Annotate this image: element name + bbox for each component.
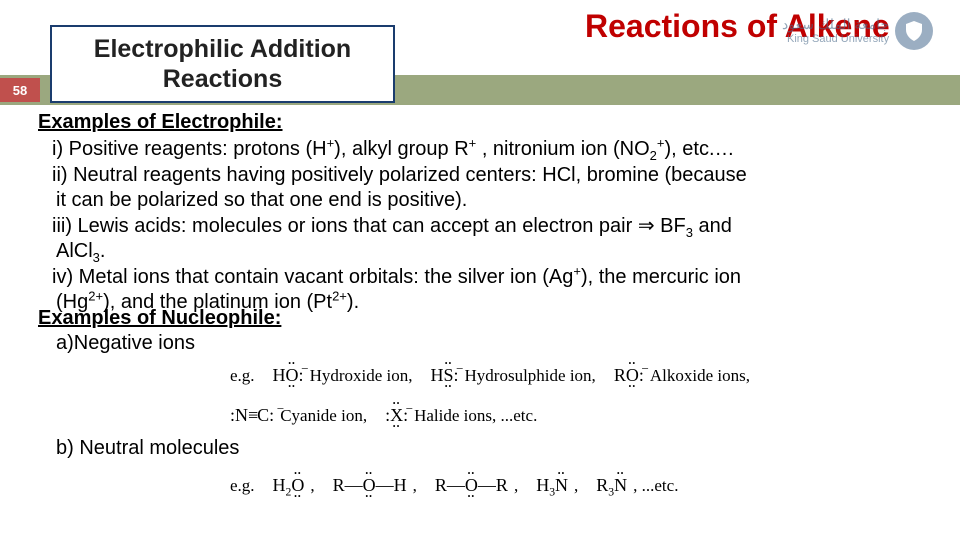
subtitle-line-1: Electrophilic Addition: [94, 34, 351, 64]
chem-row-neutral: e.g. H2O•••• , R—O••••—H , R—O••••—R , H…: [230, 475, 678, 496]
item-label: ii) Neutral reagents having positively p…: [52, 164, 537, 186]
subtitle-line-2: Reactions: [163, 64, 282, 94]
item-label: i) Positive reagents:: [52, 138, 228, 160]
electrophile-heading: Examples of Electrophile:: [38, 110, 938, 135]
item-desc: molecules or ions that can accept an ele…: [186, 215, 731, 237]
item-desc: protons (H+), alkyl group R+ , nitronium…: [228, 138, 735, 160]
item-desc: HCl, bromine (because: [537, 164, 747, 186]
list-item: ii) Neutral reagents having positively p…: [56, 163, 938, 213]
university-logo: جامعة الملك سعود King Saud University: [782, 5, 952, 57]
logo-arabic: جامعة الملك سعود: [782, 17, 889, 32]
eg-label: e.g.: [230, 366, 255, 386]
list-item: a)Negative ions: [56, 331, 938, 356]
chem-name: Hydrosulphide ion,: [465, 366, 596, 386]
chem-name: Halide ions, ...etc.: [414, 406, 537, 426]
chem-row-negative-ions-2: :N≡C−: Cyanide ion, :X••••−: Halide ions…: [230, 405, 537, 426]
subtitle-box: Electrophilic Addition Reactions: [50, 25, 395, 103]
item-label: iv) Metal ions that contain vacant orbit…: [52, 266, 419, 288]
logo-english: King Saud University: [782, 33, 889, 45]
nucleophile-heading: Examples of Nucleophile:: [38, 306, 938, 331]
item-desc: the silver ion (Ag+), the mercuric ion: [419, 266, 741, 288]
chem-name: Cyanide ion,: [280, 406, 367, 426]
page-number-badge: 58: [0, 78, 40, 102]
list-item: i) Positive reagents: protons (H+), alky…: [56, 137, 938, 162]
chem-row-negative-ions-1: e.g. HO••••−: Hydroxide ion, HS••••−: Hy…: [230, 365, 750, 386]
eg-label: e.g.: [230, 476, 255, 496]
list-item: iii) Lewis acids: molecules or ions that…: [56, 214, 938, 264]
shield-icon: [895, 12, 933, 50]
item-label: iii) Lewis acids:: [52, 215, 186, 237]
chem-name: Alkoxide ions,: [650, 366, 750, 386]
list-item: b) Neutral molecules: [56, 436, 938, 461]
chem-name: Hydroxide ion,: [310, 366, 413, 386]
